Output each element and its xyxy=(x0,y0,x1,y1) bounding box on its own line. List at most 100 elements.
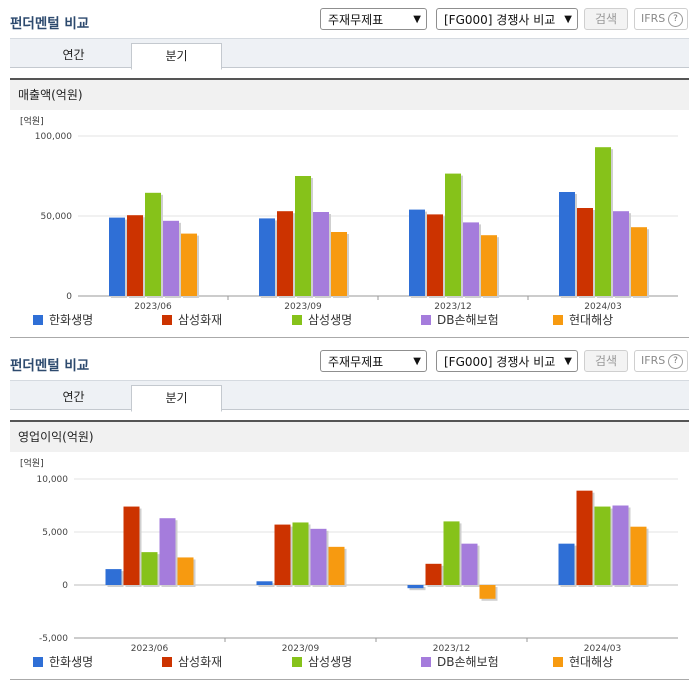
legend-item[interactable]: 현대해상 xyxy=(553,655,613,669)
help-icon[interactable]: ? xyxy=(668,354,683,369)
fundamental-panel-2: 펀더멘털 비교 주재무제표 ▼ [FG000] 경쟁사 비교 ▼ 검색 IFRS… xyxy=(0,342,696,684)
bar[interactable] xyxy=(558,543,575,585)
bar[interactable] xyxy=(159,518,176,585)
legend-label: 삼성화재 xyxy=(178,313,223,327)
legend-label: 삼성화재 xyxy=(178,655,223,669)
bar[interactable] xyxy=(177,557,194,585)
bar[interactable] xyxy=(181,233,197,296)
x-tick-label: 2023/09 xyxy=(282,644,320,654)
legend-swatch xyxy=(553,657,563,667)
bar[interactable] xyxy=(313,212,329,296)
bar[interactable] xyxy=(274,524,291,585)
bar[interactable] xyxy=(145,192,161,296)
statement-type-value: 주재무제표 xyxy=(328,355,384,369)
bar[interactable] xyxy=(630,526,647,585)
bar[interactable] xyxy=(123,506,140,585)
legend-label: DB손해보험 xyxy=(437,313,499,327)
panel-header: 펀더멘털 비교 주재무제표 ▼ [FG000] 경쟁사 비교 ▼ 검색 IFRS… xyxy=(0,342,696,380)
chevron-down-icon: ▼ xyxy=(564,14,572,25)
x-tick-label: 2023/12 xyxy=(434,302,471,312)
legend-item[interactable]: DB손해보험 xyxy=(421,313,499,327)
legend-swatch xyxy=(162,657,172,667)
legend-item[interactable]: 한화생명 xyxy=(33,655,93,669)
bar[interactable] xyxy=(109,217,125,296)
legend-item[interactable]: 삼성화재 xyxy=(162,313,222,327)
bar[interactable] xyxy=(331,232,347,296)
chart-legend: 한화생명 삼성화재 삼성생명 DB손해보험 현대해상 xyxy=(0,313,696,329)
x-tick-label: 2023/06 xyxy=(131,644,169,654)
ifrs-button[interactable]: IFRS ? xyxy=(634,8,688,30)
bar[interactable] xyxy=(595,147,611,296)
legend-swatch xyxy=(553,315,563,325)
bar[interactable] xyxy=(141,552,158,585)
bar[interactable] xyxy=(259,218,275,296)
bar[interactable] xyxy=(612,505,629,586)
legend-item[interactable]: 삼성생명 xyxy=(292,313,352,327)
legend-swatch xyxy=(292,657,302,667)
statement-type-select[interactable]: 주재무제표 ▼ xyxy=(320,350,427,372)
bar[interactable] xyxy=(463,222,479,296)
unit-label: [억원] xyxy=(20,115,44,127)
bar[interactable] xyxy=(631,227,647,296)
bar[interactable] xyxy=(559,192,575,296)
section-title-bar: 매출액(억원) xyxy=(10,78,689,110)
bar[interactable] xyxy=(277,211,293,296)
bar[interactable] xyxy=(295,176,311,296)
bar-shadow xyxy=(258,583,275,587)
peer-group-value: [FG000] 경쟁사 비교 xyxy=(444,13,556,27)
legend-label: 현대해상 xyxy=(569,313,614,327)
statement-type-select[interactable]: 주재무제표 ▼ xyxy=(320,8,427,30)
bar[interactable] xyxy=(613,211,629,296)
tab-annual[interactable]: 연간 xyxy=(62,390,85,404)
bar[interactable] xyxy=(577,208,593,296)
legend-item[interactable]: DB손해보험 xyxy=(421,655,499,669)
bar-shadow xyxy=(409,587,426,591)
search-button[interactable]: 검색 xyxy=(584,8,628,30)
fundamental-panel-1: 펀더멘털 비교 주재무제표 ▼ [FG000] 경쟁사 비교 ▼ 검색 IFRS… xyxy=(0,0,696,338)
bar[interactable] xyxy=(425,563,442,585)
tab-quarterly[interactable]: 분기 xyxy=(131,43,222,70)
panel-header: 펀더멘털 비교 주재무제표 ▼ [FG000] 경쟁사 비교 ▼ 검색 IFRS… xyxy=(0,0,696,38)
peer-group-select[interactable]: [FG000] 경쟁사 비교 ▼ xyxy=(436,8,578,30)
bar[interactable] xyxy=(163,220,179,296)
panel-title: 펀더멘털 비교 xyxy=(10,358,90,374)
legend-label: 한화생명 xyxy=(49,313,94,327)
x-tick-label: 2023/06 xyxy=(134,302,172,312)
bar[interactable] xyxy=(461,543,478,585)
bar[interactable] xyxy=(481,235,497,296)
bar[interactable] xyxy=(409,209,425,296)
peer-group-select[interactable]: [FG000] 경쟁사 비교 ▼ xyxy=(436,350,578,372)
chevron-down-icon: ▼ xyxy=(413,356,421,367)
bar[interactable] xyxy=(576,490,593,585)
bar[interactable] xyxy=(445,173,461,296)
bar[interactable] xyxy=(105,569,122,585)
search-button[interactable]: 검색 xyxy=(584,350,628,372)
bar[interactable] xyxy=(328,546,345,585)
bar[interactable] xyxy=(479,585,496,599)
bar[interactable] xyxy=(594,506,611,585)
legend-swatch xyxy=(421,315,431,325)
bar[interactable] xyxy=(292,522,309,585)
bar[interactable] xyxy=(427,214,443,296)
legend-label: DB손해보험 xyxy=(437,655,499,669)
tab-quarterly[interactable]: 분기 xyxy=(131,385,222,412)
help-icon[interactable]: ? xyxy=(668,12,683,27)
bar[interactable] xyxy=(256,581,273,585)
legend-item[interactable]: 한화생명 xyxy=(33,313,93,327)
bar[interactable] xyxy=(127,215,143,296)
x-tick-label: 2023/09 xyxy=(284,302,322,312)
bar[interactable] xyxy=(443,521,460,585)
tab-annual[interactable]: 연간 xyxy=(62,48,85,62)
legend-item[interactable]: 현대해상 xyxy=(553,313,613,327)
legend-item[interactable]: 삼성생명 xyxy=(292,655,352,669)
ifrs-label: IFRS xyxy=(641,12,666,25)
period-tabs: 연간 분기 xyxy=(10,380,689,412)
ifrs-button[interactable]: IFRS ? xyxy=(634,350,688,372)
peer-group-value: [FG000] 경쟁사 비교 xyxy=(444,355,556,369)
x-tick-label: 2024/03 xyxy=(584,644,621,654)
bar[interactable] xyxy=(407,585,424,589)
y-tick-label: 10,000 xyxy=(37,475,69,485)
bar[interactable] xyxy=(310,528,327,585)
divider xyxy=(10,337,689,338)
legend-item[interactable]: 삼성화재 xyxy=(162,655,222,669)
